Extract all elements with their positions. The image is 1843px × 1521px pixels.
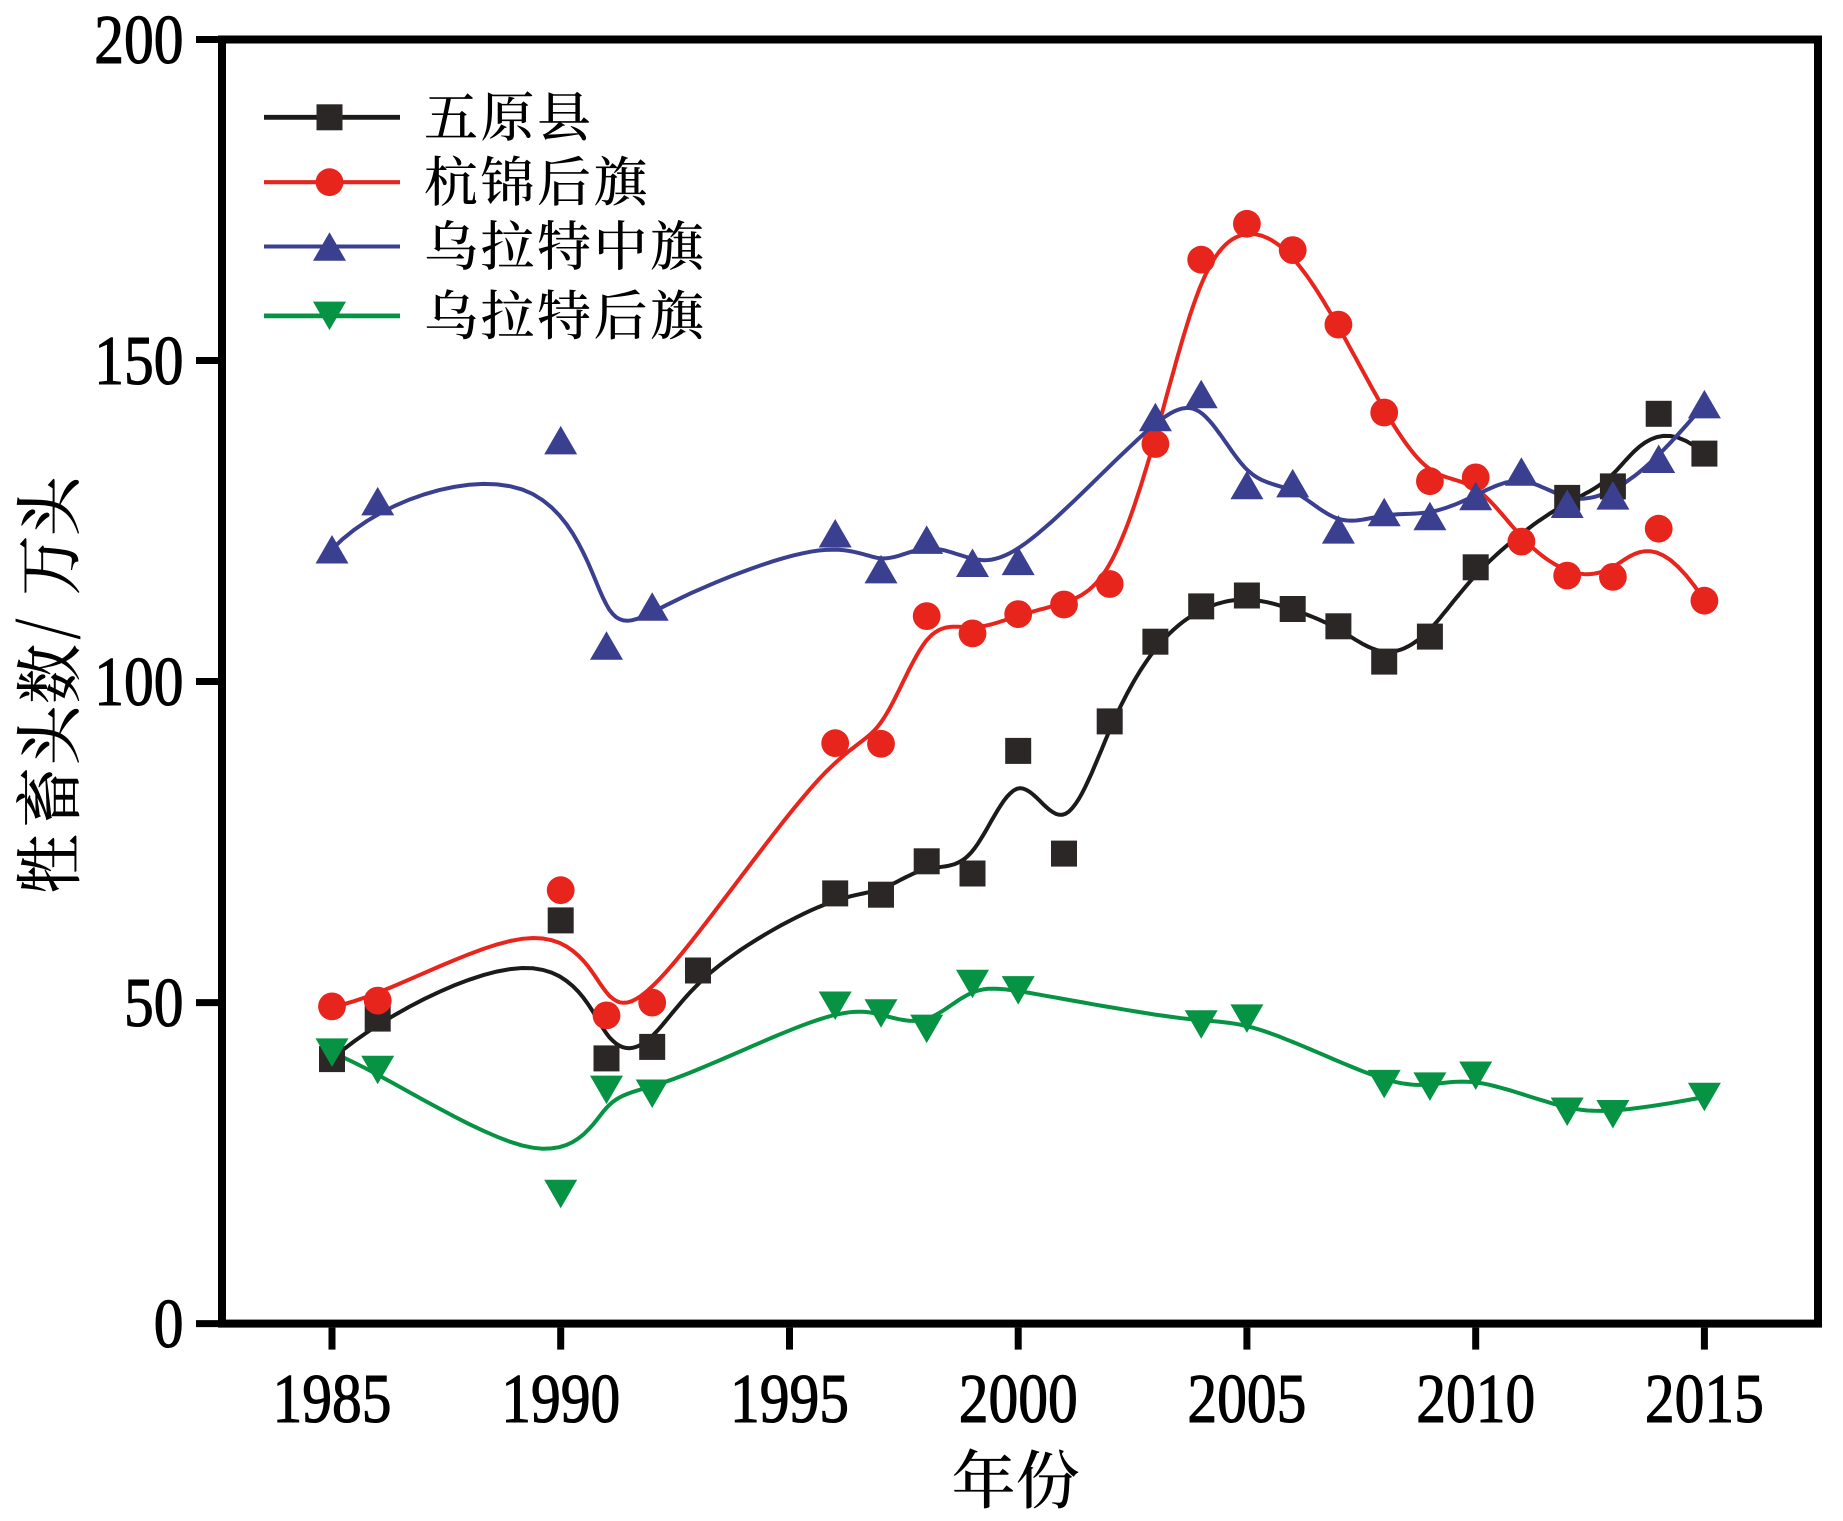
svg-text:2005: 2005 — [1187, 1361, 1306, 1439]
svg-text:2010: 2010 — [1416, 1361, 1535, 1439]
svg-text:200: 200 — [94, 2, 183, 80]
svg-text:2000: 2000 — [959, 1361, 1078, 1439]
svg-text:100: 100 — [94, 644, 183, 722]
svg-text:150: 150 — [94, 323, 183, 401]
svg-text:1990: 1990 — [501, 1361, 620, 1439]
svg-text:1995: 1995 — [730, 1361, 849, 1439]
svg-text:50: 50 — [124, 965, 183, 1043]
svg-text:1985: 1985 — [273, 1361, 392, 1439]
svg-text:2015: 2015 — [1645, 1361, 1764, 1439]
svg-text:0: 0 — [154, 1286, 184, 1364]
